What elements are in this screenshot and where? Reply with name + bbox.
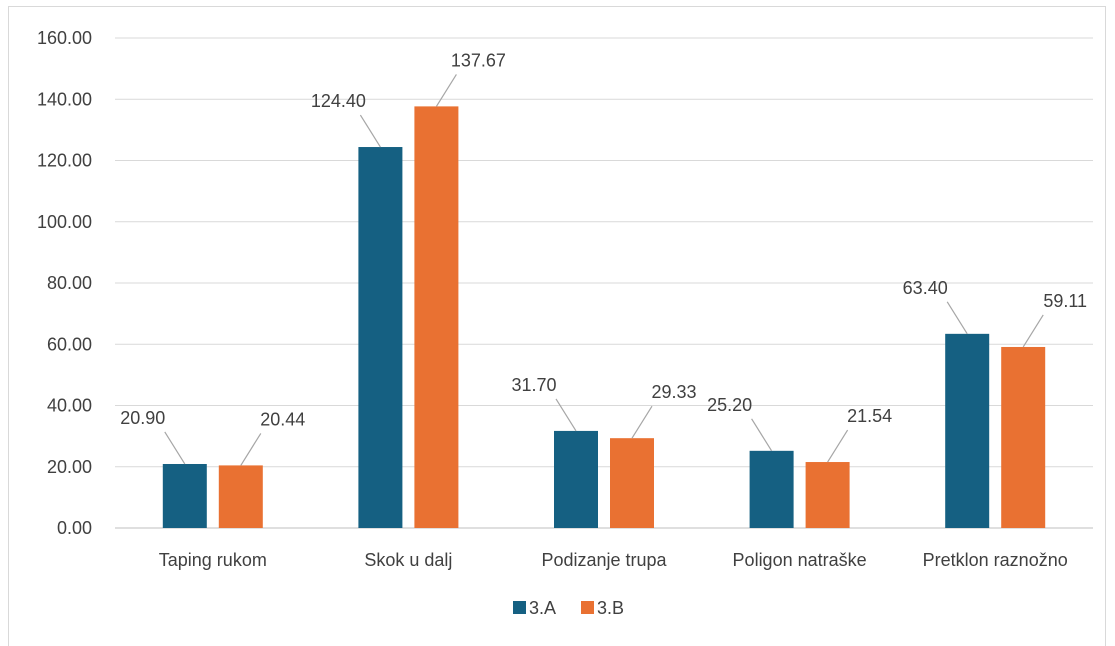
leader-line: [751, 418, 773, 452]
bar-3b: [218, 465, 263, 528]
bar-3a: [945, 333, 990, 528]
gridlines: [115, 37, 1093, 529]
bar-3a: [749, 450, 794, 528]
y-tick-label: 20.00: [47, 457, 92, 477]
data-label: 20.90: [120, 408, 165, 428]
bar-3a: [554, 430, 598, 528]
legend-swatch: [581, 601, 594, 614]
legend: 3.A 3.B: [513, 598, 624, 618]
data-label: 31.70: [511, 375, 556, 395]
data-label: 59.11: [1043, 291, 1087, 311]
y-axis-ticks: 0.00 20.00 40.00 60.00 80.00 100.00 120.00 140.…: [37, 28, 92, 538]
y-tick-label: 120.00: [37, 151, 92, 171]
category-label: Taping rukom: [159, 550, 267, 570]
leader-line: [827, 429, 849, 463]
label-leader-lines: [164, 74, 1044, 466]
data-label: 124.40: [311, 91, 366, 111]
y-tick-label: 160.00: [37, 28, 92, 48]
category-label: Poligon natraške: [733, 550, 867, 570]
bar-3b: [1001, 346, 1046, 528]
category-label: Pretklon raznožno: [923, 550, 1068, 570]
leader-line: [164, 431, 186, 465]
y-tick-label: 140.00: [37, 89, 92, 109]
leader-line: [946, 301, 968, 335]
legend-swatch: [513, 601, 526, 614]
leader-line: [435, 74, 457, 107]
data-label: 63.40: [903, 278, 948, 298]
y-tick-label: 40.00: [47, 396, 92, 416]
bar-3a: [162, 463, 207, 528]
bar-3a: [358, 147, 403, 528]
category-label: Podizanje trupa: [541, 550, 667, 570]
bar-3b: [610, 438, 654, 528]
data-label: 137.67: [451, 50, 506, 70]
bar-3b: [805, 462, 850, 528]
leader-line: [359, 114, 381, 148]
y-tick-label: 60.00: [47, 334, 92, 354]
legend-label: 3.B: [597, 598, 624, 618]
data-labels: 20.90 20.44 124.40 137.67 31.70 29.33 25.20 21.…: [120, 50, 1087, 429]
data-label: 29.33: [651, 382, 696, 402]
legend-label: 3.A: [529, 598, 556, 618]
y-tick-label: 100.00: [37, 212, 92, 232]
bars: [162, 106, 1046, 529]
bar-3b: [414, 106, 459, 529]
data-label: 21.54: [847, 406, 892, 426]
y-tick-label: 80.00: [47, 273, 92, 293]
leader-line: [240, 433, 262, 466]
data-label: 20.44: [260, 409, 305, 429]
leader-line: [631, 405, 653, 439]
y-tick-label: 0.00: [57, 518, 92, 538]
leader-line: [555, 398, 577, 432]
leader-line: [1022, 314, 1044, 348]
x-axis-categories: Taping rukom Skok u dalj Podizanje trupa Po…: [159, 550, 1068, 570]
chart-frame: [8, 6, 1106, 646]
data-label: 25.20: [707, 395, 752, 415]
category-label: Skok u dalj: [364, 550, 452, 570]
